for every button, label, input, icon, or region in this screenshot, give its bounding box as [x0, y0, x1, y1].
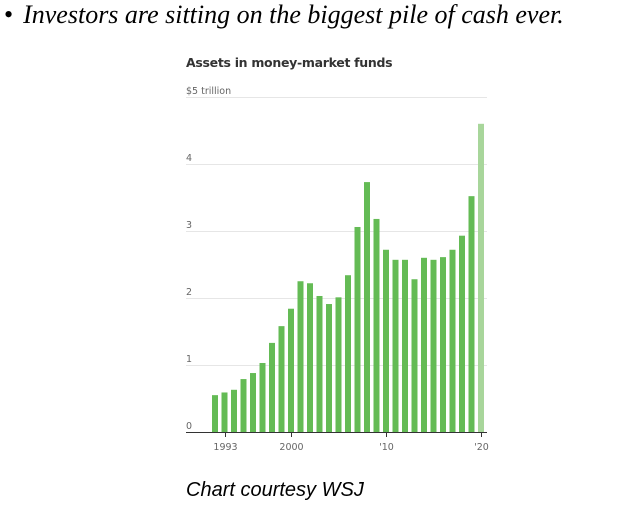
chart-caption: Chart courtesy WSJ	[186, 479, 364, 501]
bar-2017	[449, 249, 456, 432]
y-tick-label: $5 trillion	[186, 86, 231, 97]
y-tick-label: 3	[186, 220, 192, 231]
bar-2014	[421, 257, 427, 432]
y-axis-labels: $5 trillion 4 3 2 1 0	[186, 86, 231, 432]
bar-1994	[231, 389, 237, 432]
bar-2012	[402, 259, 408, 432]
x-tick-label: '20	[474, 442, 489, 453]
bar-1995	[240, 379, 247, 432]
bar-2004	[326, 304, 332, 432]
bar-1997	[259, 362, 266, 432]
bar-2013	[411, 279, 418, 432]
x-axis: 1993 2000 '10 '20	[186, 432, 489, 453]
y-tick-label: 1	[186, 354, 192, 365]
y-tick-label: 0	[186, 421, 192, 432]
bar-2016	[440, 257, 446, 432]
bar-1992	[212, 395, 218, 432]
bullet: •	[4, 0, 14, 29]
headline-text: Investors are sitting on the biggest pil…	[23, 0, 564, 29]
bar-1996	[250, 373, 256, 432]
chart-title: Assets in money-market funds	[186, 55, 393, 70]
y-tick-label: 2	[186, 287, 192, 298]
bar-2008	[364, 182, 370, 432]
bar-2005	[335, 297, 342, 432]
x-tick-label: 2000	[279, 442, 303, 453]
bar-2019	[468, 196, 475, 432]
bars	[212, 123, 484, 433]
bar-2018	[459, 235, 465, 432]
y-tick-label: 4	[186, 153, 192, 164]
bar-2006	[345, 275, 351, 432]
bar-2015	[430, 259, 437, 432]
bar-2011	[392, 259, 399, 432]
x-tick-label: '10	[379, 442, 394, 453]
bar-2010	[383, 249, 389, 432]
bar-2020	[478, 123, 484, 433]
bar-1993	[221, 392, 228, 432]
headline: • Investors are sitting on the biggest pi…	[4, 0, 564, 30]
bar-2003	[316, 295, 323, 432]
bar-2001	[297, 281, 304, 432]
bar-2002	[307, 283, 313, 432]
bar-2000	[288, 308, 294, 432]
bar-1999	[278, 326, 285, 432]
bar-2007	[354, 226, 361, 432]
bar-2009	[373, 218, 380, 432]
x-tick-label: 1993	[213, 442, 237, 453]
bar-1998	[269, 342, 275, 432]
